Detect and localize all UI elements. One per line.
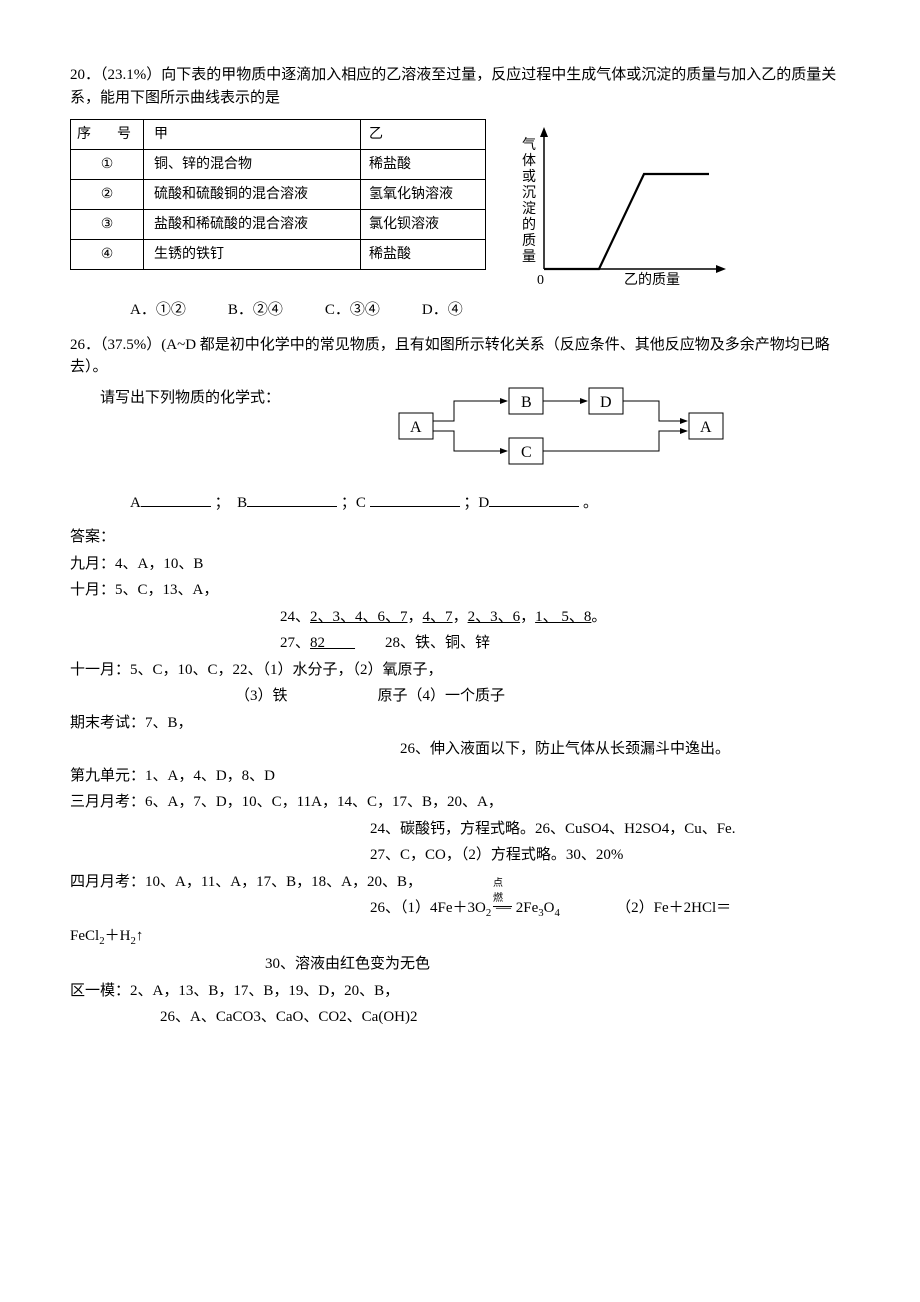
svg-text:量: 量: [522, 249, 536, 265]
q26-line2: 请写出下列物质的化学式：: [70, 387, 370, 410]
ans-line16: 30、溶液由红色变为无色: [70, 953, 850, 976]
ans-line12: 27、C，CO，（2）方程式略。30、20%: [70, 844, 850, 867]
answers-title: 答案：: [70, 526, 850, 549]
svg-text:的: 的: [522, 217, 536, 233]
q20-graph: 气 体 或 沉 淀 的 质 量 0 乙的质量: [504, 119, 734, 289]
blank-b[interactable]: [247, 491, 337, 507]
ans-line5: 十一月：5、C，10、C，22、（1）水分子，（2）氧原子，: [70, 659, 850, 682]
q26-fill: A ； B ；C ；D 。: [70, 491, 850, 515]
graph-ylabel-1: 气: [522, 137, 536, 153]
blank-a[interactable]: [141, 491, 211, 507]
ans-line6: （3）铁 原子（4）一个质子: [70, 685, 850, 708]
svg-text:淀: 淀: [522, 201, 536, 217]
ans-line4: 27、82 28、铁、铜、锌: [70, 632, 850, 655]
ans-line2: 十月：5、C，13、A，: [70, 579, 850, 602]
q20-table-graph: 序 号 甲 乙 ① 铜、锌的混合物 稀盐酸 ② 硫酸和硫酸铜的混合溶液 氢氧化钠…: [70, 119, 850, 289]
svg-text:沉: 沉: [522, 185, 536, 201]
ans-line9: 第九单元：1、A，4、D，8、D: [70, 765, 850, 788]
graph-origin: 0: [537, 273, 544, 288]
q20-th-1: 甲: [144, 120, 361, 150]
q20-text: 20．（23.1%）向下表的甲物质中逐滴加入相应的乙溶液至过量，反应过程中生成气…: [70, 64, 850, 109]
question-20: 20．（23.1%）向下表的甲物质中逐滴加入相应的乙溶液至过量，反应过程中生成气…: [70, 64, 850, 322]
q26-body: 请写出下列物质的化学式： A B C D A: [70, 383, 850, 473]
option-a: A．①②: [130, 299, 186, 322]
table-row: ③ 盐酸和稀硫酸的混合溶液 氯化钡溶液: [71, 210, 486, 240]
ans-line11: 24、碳酸钙，方程式略。26、CuSO4、H2SO4，Cu、Fe.: [70, 818, 850, 841]
svg-text:体: 体: [522, 153, 536, 169]
ans-line18: 26、A、CaCO3、CaO、CO2、Ca(OH)2: [70, 1006, 850, 1029]
ans-line13: 四月月考：10、A，11、A，17、B，18、A，20、B，: [70, 871, 850, 894]
svg-text:或: 或: [522, 169, 536, 185]
ans-line10: 三月月考：6、A，7、D，10、C，11A，14、C，17、B，20、A，: [70, 791, 850, 814]
graph-xlabel: 乙的质量: [624, 272, 680, 288]
option-d: D．④: [422, 299, 463, 322]
table-row: ④ 生锈的铁钉 稀盐酸: [71, 240, 486, 270]
question-26: 26．（37.5%）(A~D 都是初中化学中的常见物质，且有如图所示转化关系（反…: [70, 334, 850, 515]
svg-text:B: B: [521, 394, 532, 411]
ans-line7: 期末考试：7、B，: [70, 712, 850, 735]
svg-text:A: A: [700, 419, 712, 436]
ans-line17: 区一模：2、A，13、B，17、B，19、D，20、B，: [70, 980, 850, 1003]
svg-text:A: A: [410, 419, 422, 436]
table-row: ① 铜、锌的混合物 稀盐酸: [71, 150, 486, 180]
ans-line14: 26、（1）4Fe＋3O2 点燃— 2Fe3O4 （2）Fe＋2HCl＝: [70, 897, 850, 921]
blank-c[interactable]: [370, 491, 460, 507]
answers-section: 答案： 九月：4、A，10、B 十月：5、C，13、A， 24、2、3、4、6、…: [70, 526, 850, 1029]
ans-line8: 26、伸入液面以下，防止气体从长颈漏斗中逸出。: [70, 738, 850, 761]
q20-options: A．①② B．②④ C．③④ D．④: [130, 299, 850, 322]
q20-th-0: 序 号: [71, 120, 144, 150]
ans-line1: 九月：4、A，10、B: [70, 553, 850, 576]
ans-line15: FeCl2＋H2↑: [70, 925, 850, 949]
option-c: C．③④: [325, 299, 380, 322]
q26-diagram: A B C D A: [394, 383, 734, 473]
option-b: B．②④: [228, 299, 283, 322]
svg-text:C: C: [521, 444, 532, 461]
q20-table: 序 号 甲 乙 ① 铜、锌的混合物 稀盐酸 ② 硫酸和硫酸铜的混合溶液 氢氧化钠…: [70, 119, 486, 270]
svg-text:质: 质: [522, 233, 536, 249]
ans-line3: 24、2、3、4、6、7，4、7，2、3、6，1、 5、8。: [70, 606, 850, 629]
table-row: ② 硫酸和硫酸铜的混合溶液 氢氧化钠溶液: [71, 180, 486, 210]
q20-th-2: 乙: [361, 120, 486, 150]
q26-text: 26．（37.5%）(A~D 都是初中化学中的常见物质，且有如图所示转化关系（反…: [70, 334, 850, 379]
blank-d[interactable]: [489, 491, 579, 507]
svg-text:D: D: [600, 394, 612, 411]
